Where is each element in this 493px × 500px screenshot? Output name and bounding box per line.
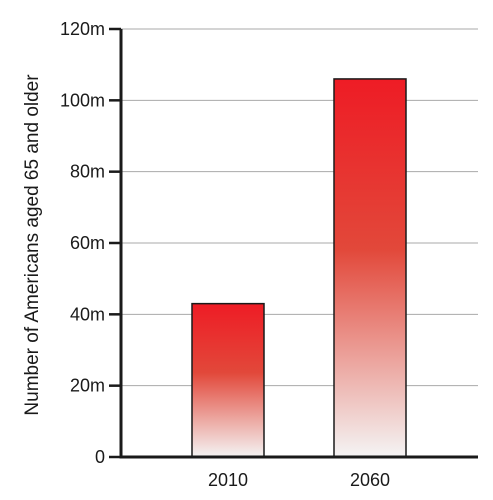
gridlines (121, 28, 478, 387)
y-tick-label-60: 60m (70, 233, 105, 253)
y-tick-label-20: 20m (70, 376, 105, 396)
y-tick-label-100: 100m (60, 90, 105, 110)
bar-2060 (333, 78, 407, 458)
x-tick-label-2010: 2010 (208, 470, 248, 490)
bars (191, 78, 407, 458)
axes (109, 27, 478, 459)
labels: 0 20m 40m 60m 80m 100m 120m 2010 2060 (60, 19, 390, 490)
y-tick-label-40: 40m (70, 304, 105, 324)
x-tick-label-2060: 2060 (350, 470, 390, 490)
y-tick-label-80: 80m (70, 162, 105, 182)
y-axis-title: Number of Americans aged 65 and older (22, 74, 43, 416)
bar-2010 (191, 302, 265, 458)
y-tick-label-120: 120m (60, 19, 105, 39)
y-tick-label-0: 0 (95, 447, 105, 467)
